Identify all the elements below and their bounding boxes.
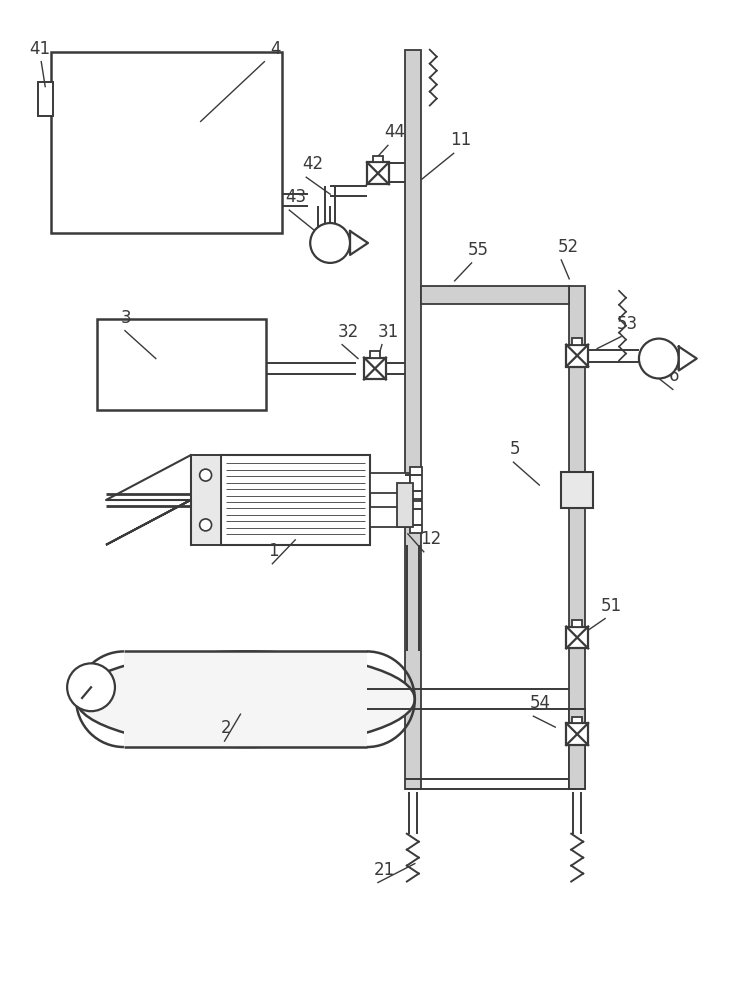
Text: 6: 6 (669, 367, 680, 385)
Circle shape (310, 223, 350, 263)
Circle shape (199, 469, 212, 481)
Bar (51, 52, 283, 233)
Text: 21: 21 (374, 861, 395, 879)
Text: 4: 4 (270, 40, 281, 58)
Text: 2: 2 (220, 719, 231, 737)
Text: 12: 12 (420, 530, 441, 548)
Bar (566, 627, 588, 648)
Bar (569, 709, 585, 789)
Bar (566, 345, 588, 367)
Bar (410, 467, 422, 499)
Bar (420, 286, 569, 304)
Text: 5: 5 (510, 440, 520, 458)
Bar (572, 338, 582, 345)
Text: 31: 31 (378, 323, 399, 341)
Text: 3: 3 (121, 309, 131, 327)
Text: 51: 51 (601, 597, 622, 615)
Circle shape (199, 519, 212, 531)
Text: 44: 44 (384, 123, 405, 141)
Bar (97, 319, 266, 410)
Bar (397, 483, 413, 527)
Polygon shape (350, 231, 368, 255)
Text: 42: 42 (302, 155, 323, 173)
Bar (370, 507, 410, 527)
Bar (569, 286, 585, 789)
Circle shape (639, 339, 679, 378)
Text: 52: 52 (557, 238, 578, 256)
Bar (373, 156, 383, 162)
Text: 1: 1 (269, 542, 279, 560)
Text: 43: 43 (285, 188, 307, 206)
Text: 53: 53 (617, 315, 638, 333)
Circle shape (67, 663, 115, 711)
Text: 32: 32 (338, 323, 359, 341)
Ellipse shape (76, 651, 415, 747)
Bar (561, 472, 593, 508)
Bar (38, 82, 53, 116)
Bar (367, 162, 389, 184)
Polygon shape (106, 455, 191, 500)
Bar (124, 651, 367, 747)
Bar (191, 455, 220, 545)
Bar (572, 717, 582, 723)
Text: 11: 11 (450, 131, 471, 149)
Bar (364, 358, 386, 379)
Bar (370, 351, 380, 358)
Bar (370, 473, 410, 493)
Polygon shape (106, 500, 191, 545)
Text: 55: 55 (468, 241, 488, 259)
Bar (410, 501, 422, 533)
Bar (220, 455, 370, 545)
Bar (572, 620, 582, 627)
Bar (405, 50, 420, 789)
Polygon shape (679, 347, 696, 370)
Text: 41: 41 (29, 40, 50, 58)
Bar (566, 723, 588, 745)
Text: 54: 54 (529, 694, 550, 712)
